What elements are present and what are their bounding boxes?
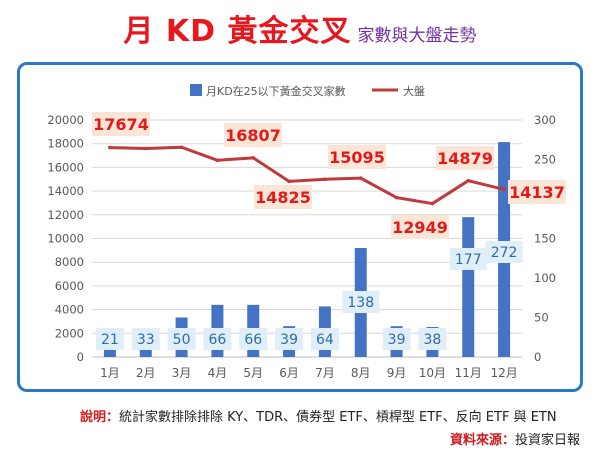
bar-label-box [95,328,124,350]
index-point-10月 [430,201,435,206]
bar-label-box [131,328,160,350]
footnote-text: 統計家數排除排除 KY、TDR、債券型 ETF、槓桿型 ETF、反向 ETF 與… [119,410,557,425]
line-data-label: 16807 [225,126,281,145]
x-tick-label: 9月 [387,366,407,380]
index-point-1月 [108,145,112,150]
bar-label-box [418,328,447,350]
x-tick-label: 6月 [279,366,299,380]
y-right-tick-label: 50 [534,311,549,325]
bar-data-label: 39 [280,332,298,348]
y-left-tick-label: 14000 [47,184,84,198]
line-label-box [436,146,494,170]
footnote: 說明：統計家數排除排除 KY、TDR、債券型 ETF、槓桿型 ETF、反向 ET… [80,406,557,425]
line-label-box [391,215,449,239]
y-left-tick-label: 12000 [47,208,84,222]
x-tick-label: 2月 [136,366,156,380]
bar-label-box [275,328,304,350]
bar-label-box [342,291,380,313]
line-label-box [254,185,312,209]
legend-line-label: 大盤 [403,84,425,98]
x-tick-label: 8月 [351,366,371,380]
index-point-9月 [394,195,399,200]
y-left-tick-label: 10000 [47,232,84,246]
x-tick-label: 4月 [208,366,228,380]
index-point-3月 [179,145,184,150]
index-point-5月 [251,156,256,160]
bar-data-label: 66 [209,332,227,348]
y-left-tick-label: 2000 [55,326,84,340]
y-left-tick-label: 4000 [55,303,84,317]
bar-11月 [462,217,475,357]
index-point-8月 [358,176,363,180]
line-label-box [328,145,386,169]
footnote-label: 說明： [80,410,120,425]
line-data-label: 14879 [437,149,493,168]
y-left-tick-label: 18000 [47,137,84,151]
y-right-tick-label: 250 [534,153,556,167]
line-data-label: 12949 [392,218,448,237]
chart-title: 月 KD 黃金交叉 家數與大盤走勢 [0,6,600,50]
title-main: 月 KD 黃金交叉 [123,14,352,49]
bar-data-label: 272 [491,245,518,261]
x-tick-label: 5月 [243,366,263,380]
y-right-tick-label: 0 [534,350,541,364]
bar-data-label: 21 [101,332,119,348]
source-label: 資料來源： [449,433,515,448]
y-right-tick-label: 300 [534,113,556,127]
bar-label-box [485,241,523,263]
x-tick-label: 7月 [315,366,335,380]
bar-label-box [382,328,411,350]
line-data-label: 17674 [93,115,149,134]
source-text: 投資家日報 [514,433,580,448]
x-tick-label: 11月 [455,366,482,380]
y-left-tick-label: 6000 [55,279,84,293]
line-label-box [224,123,282,147]
source-note: 資料來源：投資家日報 [450,429,580,448]
bar-data-label: 50 [173,332,191,348]
bar-data-label: 66 [244,332,262,348]
line-label-box [508,180,566,204]
legend-bar-swatch [190,84,202,96]
index-line [109,145,505,206]
y-left-tick-label: 0 [77,350,84,364]
index-point-2月 [143,146,148,151]
y-left-tick-label: 20000 [47,113,84,127]
bar-label-box [239,328,268,350]
bar-label-box [449,248,487,270]
bar-data-label: 33 [137,332,155,348]
line-data-label: 15095 [329,148,385,167]
bar-data-label: 138 [347,295,374,311]
legend-bar-label: 月KD在25以下黃金交叉家數 [206,84,346,98]
bar-data-label: 38 [424,332,442,348]
x-tick-label: 10月 [419,366,446,380]
bar-data-label: 177 [455,252,482,268]
title-subtitle: 家數與大盤走勢 [357,26,477,46]
index-point-6月 [287,179,291,184]
y-right-tick-label: 100 [534,271,556,285]
bar-label-box [203,328,232,350]
line-data-label: 14825 [255,188,311,207]
bar-data-label: 64 [316,332,334,348]
index-point-12月 [502,187,506,192]
index-point-4月 [215,158,220,163]
x-tick-label: 1月 [100,366,120,380]
y-left-tick-label: 16000 [47,160,84,174]
x-tick-label: 3月 [172,366,192,380]
bar-data-label: 39 [388,332,406,348]
y-left-tick-label: 8000 [55,255,84,269]
line-data-label: 14137 [509,183,565,202]
bar-label-box [167,328,196,350]
x-tick-label: 12月 [490,366,517,380]
line-label-box [92,112,150,136]
index-point-7月 [323,177,327,182]
bar-label-box [310,328,339,350]
index-point-11月 [466,178,471,183]
y-right-tick-label: 150 [534,232,556,246]
